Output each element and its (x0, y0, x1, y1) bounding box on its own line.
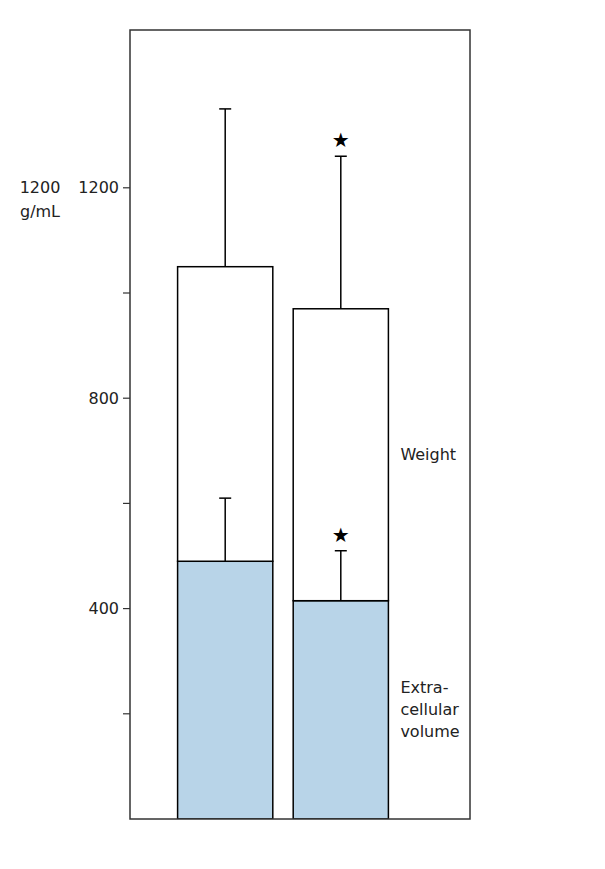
error-bar-cap (219, 108, 231, 110)
y-tick (123, 713, 130, 714)
error-bar-stem (340, 156, 342, 309)
bars (178, 267, 389, 819)
y-tick-label: 800 (88, 389, 119, 408)
series-label: Extra- (400, 678, 448, 697)
error-bar-cap (335, 550, 347, 552)
series-label: Weight (400, 445, 456, 464)
y-axis-label: 1200 (20, 178, 61, 197)
chart-root: 400 800 1200 1200 g/mL ★ ★ Extra-cellular volume… (0, 0, 605, 869)
bar-segment (178, 561, 273, 819)
chart: 400 800 1200 1200 g/mL ★ ★ Extra-cellular volume… (0, 0, 605, 869)
y-axis: 400 800 1200 (78, 178, 130, 714)
significance-star: ★ (332, 523, 350, 547)
bar-segment (293, 601, 388, 819)
error-bars (219, 109, 347, 601)
y-tick (123, 608, 130, 609)
error-bar-stem (340, 551, 342, 601)
y-tick-label: 1200 (78, 178, 119, 197)
bar-segment (293, 309, 388, 601)
error-bar (219, 498, 231, 561)
error-bar (335, 156, 347, 309)
y-tick (123, 187, 130, 188)
error-bar-cap (219, 497, 231, 499)
y-tick (123, 292, 130, 293)
error-bar-cap (335, 155, 347, 157)
error-bar (335, 551, 347, 601)
error-bar-stem (224, 498, 226, 561)
bar-segment (178, 267, 273, 562)
plot-frame (130, 30, 470, 819)
y-tick-label: 400 (88, 599, 119, 618)
y-axis-label: g/mL (20, 202, 60, 221)
significance-star: ★ (332, 128, 350, 152)
error-bar (219, 109, 231, 267)
y-tick (123, 398, 130, 399)
series-label: volume (400, 722, 459, 741)
y-tick (123, 503, 130, 504)
series-label: cellular (400, 700, 459, 719)
error-bar-stem (224, 109, 226, 267)
